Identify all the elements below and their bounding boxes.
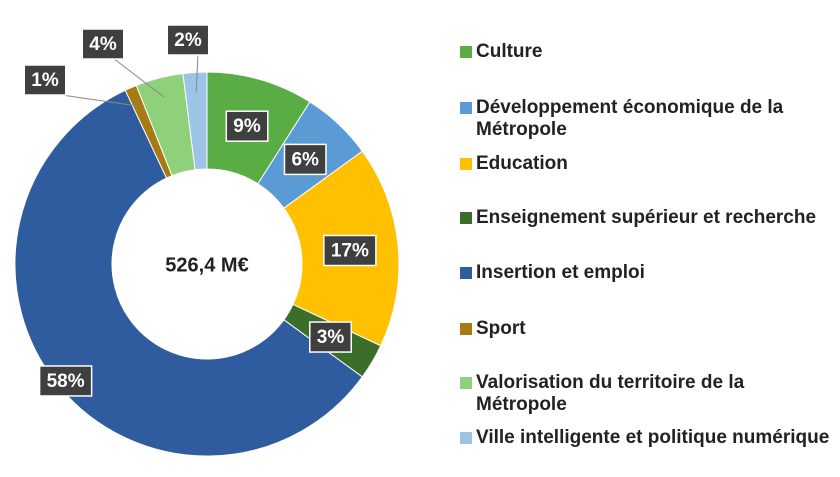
legend-label: Sport [476,318,526,339]
leader-line [195,53,199,93]
data-label: 6% [291,149,319,170]
label-box [283,143,327,176]
center-label: 526,4 M€ [165,254,248,276]
slice [14,89,364,457]
label-box [23,64,67,96]
leader-line [112,57,165,98]
data-label: 17% [331,241,369,262]
label-box [81,28,125,60]
legend-item: Valorisation du territoire de la Métropo… [460,372,835,416]
legend-label: Culture [476,41,543,62]
legend-swatch [460,323,472,335]
label-box [38,365,93,397]
legend-swatch [460,432,472,444]
legend-item: Education [460,153,835,175]
slice [182,71,208,171]
legend-swatch [460,46,472,58]
data-label: 3% [317,327,345,348]
legend-swatch [460,102,472,114]
legend-swatch [460,212,472,224]
legend-item: Développement économique de la Métropole [460,97,835,141]
data-label: 9% [233,116,261,137]
data-label: 4% [89,34,117,55]
legend-label: Insertion et emploi [476,262,645,283]
label-box [225,110,269,142]
leader-line [54,93,139,107]
legend-item: Sport [460,318,835,340]
legend-label: Ville intelligente et politique numériqu… [476,427,830,448]
label-box [309,321,353,353]
legend-label: Education [476,153,568,174]
data-label: 1% [31,70,59,91]
label-box [323,234,377,267]
legend-item: Ville intelligente et politique numériqu… [460,427,835,449]
legend-label: Développement économique de la Métropole [476,97,784,140]
donut: 526,4 M€ 9% 6% 17% 3% 58% 1% 4% 2% [14,24,400,457]
data-label: 2% [174,30,202,51]
legend-swatch [460,267,472,279]
label-box [166,24,210,56]
legend-label: Valorisation du territoire de la Métropo… [476,372,745,415]
data-label: 58% [47,371,85,392]
legend-swatch [460,158,472,170]
legend-item: Culture [460,41,835,63]
legend-item: Enseignement supérieur et recherche [460,207,835,229]
legend-swatch [460,377,472,389]
legend-item: Insertion et emploi [460,262,835,284]
legend-label: Enseignement supérieur et recherche [476,207,817,228]
